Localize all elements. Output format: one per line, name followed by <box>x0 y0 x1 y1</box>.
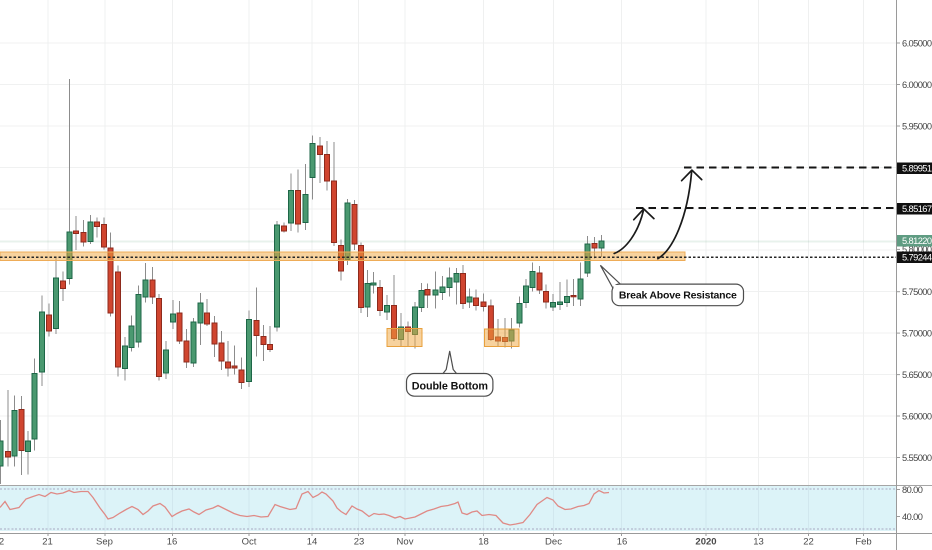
svg-text:5.79244: 5.79244 <box>902 253 932 263</box>
svg-text:Feb: Feb <box>855 537 871 548</box>
svg-text:Dec: Dec <box>545 537 562 548</box>
svg-text:Oct: Oct <box>242 537 257 548</box>
svg-text:Break Above Resistance: Break Above Resistance <box>619 290 737 302</box>
svg-text:80.00: 80.00 <box>902 485 923 495</box>
svg-text:13: 13 <box>753 537 764 548</box>
svg-text:2: 2 <box>0 537 4 548</box>
svg-text:5.65000: 5.65000 <box>902 370 932 380</box>
svg-text:6.05000: 6.05000 <box>902 38 932 48</box>
svg-text:2020: 2020 <box>695 537 716 548</box>
svg-text:Double Bottom: Double Bottom <box>412 380 488 392</box>
svg-text:6.00000: 6.00000 <box>902 80 932 90</box>
svg-text:5.60000: 5.60000 <box>902 411 932 421</box>
svg-text:22: 22 <box>803 537 814 548</box>
svg-text:5.89951: 5.89951 <box>902 164 932 174</box>
svg-text:5.95000: 5.95000 <box>902 121 932 131</box>
svg-text:5.75000: 5.75000 <box>902 287 932 297</box>
svg-text:5.55000: 5.55000 <box>902 453 932 463</box>
svg-text:18: 18 <box>478 537 489 548</box>
svg-text:16: 16 <box>617 537 628 548</box>
svg-text:16: 16 <box>167 537 178 548</box>
svg-text:5.85167: 5.85167 <box>902 204 932 214</box>
svg-text:23: 23 <box>354 537 365 548</box>
svg-text:Sep: Sep <box>96 537 113 548</box>
svg-text:21: 21 <box>42 537 53 548</box>
svg-text:5.80000: 5.80000 <box>902 245 932 255</box>
svg-text:40.00: 40.00 <box>902 512 923 522</box>
svg-text:14: 14 <box>307 537 318 548</box>
svg-text:5.70000: 5.70000 <box>902 328 932 338</box>
svg-text:5.81220: 5.81220 <box>902 236 932 246</box>
svg-text:Nov: Nov <box>397 537 414 548</box>
